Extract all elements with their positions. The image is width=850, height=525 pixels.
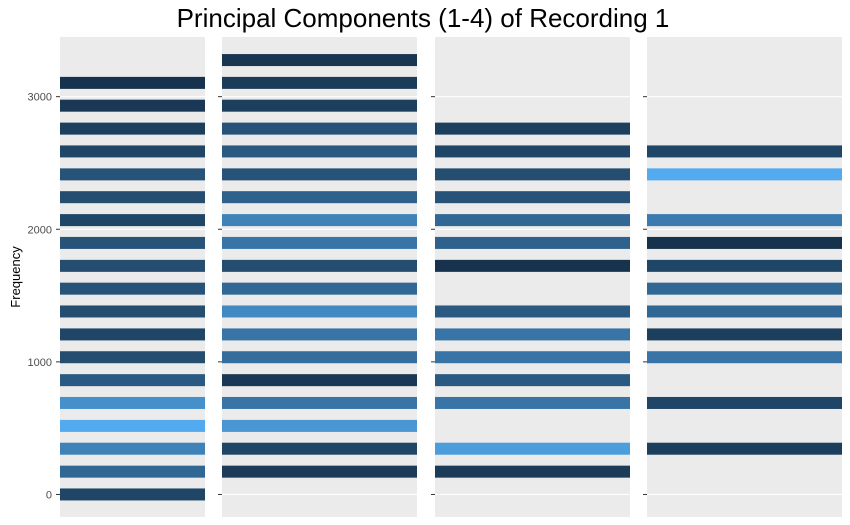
bar	[60, 488, 205, 501]
bar	[222, 419, 417, 432]
bar	[435, 214, 630, 227]
bar	[647, 328, 842, 341]
bar	[435, 122, 630, 135]
bar	[435, 168, 630, 181]
bar	[647, 282, 842, 295]
bar	[647, 214, 842, 227]
bar	[60, 305, 205, 318]
facet-panel-3	[435, 37, 630, 517]
bar	[60, 122, 205, 135]
bar	[60, 145, 205, 158]
bar	[60, 328, 205, 341]
bar	[222, 191, 417, 204]
bar	[60, 76, 205, 89]
y-axis-label: Frequency	[8, 246, 23, 308]
panel-background	[222, 37, 417, 517]
bar	[647, 168, 842, 181]
bar	[222, 465, 417, 478]
bar	[60, 351, 205, 364]
facet-panels	[60, 37, 842, 517]
y-tick-label: 1000	[28, 357, 52, 369]
bar	[647, 305, 842, 318]
bar	[435, 442, 630, 455]
bar	[222, 122, 417, 135]
bar	[435, 374, 630, 387]
bar	[647, 259, 842, 272]
panel-background	[647, 37, 842, 517]
bar	[60, 99, 205, 112]
bar	[435, 305, 630, 318]
bar	[647, 442, 842, 455]
facet-panel-1	[60, 37, 205, 517]
bar	[60, 396, 205, 409]
y-tick-label: 2000	[28, 224, 52, 236]
bar	[647, 351, 842, 364]
bar	[222, 145, 417, 158]
bar	[222, 351, 417, 364]
bar	[435, 465, 630, 478]
bar	[60, 282, 205, 295]
bar	[222, 328, 417, 341]
bar	[222, 396, 417, 409]
y-axis: 0 1000 2000 3000	[28, 92, 647, 501]
bar	[222, 54, 417, 67]
bar	[435, 351, 630, 364]
bar	[222, 259, 417, 272]
bar	[222, 99, 417, 112]
bar	[435, 328, 630, 341]
bar	[435, 259, 630, 272]
bar	[435, 396, 630, 409]
bar	[60, 168, 205, 181]
bar	[435, 145, 630, 158]
bar	[435, 236, 630, 249]
bar	[60, 191, 205, 204]
bar	[60, 442, 205, 455]
bar	[647, 145, 842, 158]
bar	[647, 236, 842, 249]
bar	[60, 259, 205, 272]
bar	[222, 76, 417, 89]
bar	[435, 191, 630, 204]
y-tick-label: 3000	[28, 92, 52, 104]
bar	[222, 305, 417, 318]
y-tick-label: 0	[46, 489, 52, 501]
bar	[60, 236, 205, 249]
bar	[60, 374, 205, 387]
bar	[222, 282, 417, 295]
bar	[60, 214, 205, 227]
bar	[222, 214, 417, 227]
bar	[222, 374, 417, 387]
panel-background	[60, 37, 205, 517]
bar	[222, 442, 417, 455]
panel-background	[435, 37, 630, 517]
bar	[647, 396, 842, 409]
facet-panel-4	[647, 37, 842, 517]
bar	[222, 168, 417, 181]
bar	[60, 419, 205, 432]
facet-panel-2	[222, 37, 417, 517]
bar	[222, 236, 417, 249]
chart-title: Principal Components (1-4) of Recording …	[177, 3, 670, 33]
bar	[60, 465, 205, 478]
